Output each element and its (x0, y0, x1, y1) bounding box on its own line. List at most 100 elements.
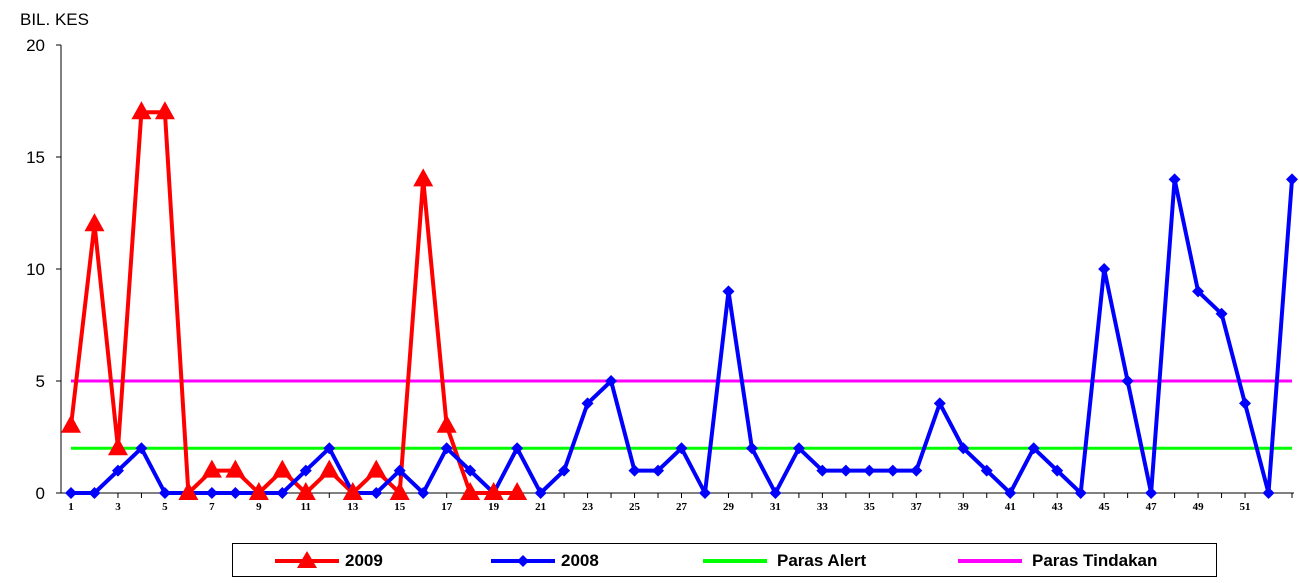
x-tick-label: 25 (629, 501, 641, 513)
x-tick-label: 21 (535, 501, 546, 513)
point-2008 (652, 464, 665, 477)
y-tick-label: 20 (26, 36, 45, 55)
y-tick-label: 0 (36, 484, 45, 503)
point-2009 (436, 414, 457, 433)
point-2009 (342, 482, 363, 500)
point-2008 (511, 442, 524, 455)
legend-label-2008: 2008 (561, 551, 599, 570)
x-tick-label: 43 (1052, 501, 1064, 513)
x-tick-label: 47 (1146, 501, 1158, 513)
point-2008 (957, 442, 970, 455)
legend-label-paras-alert: Paras Alert (777, 551, 867, 570)
point-2008 (1168, 173, 1181, 186)
x-tick-label: 17 (441, 501, 453, 513)
x-tick-label: 19 (488, 501, 500, 513)
x-tick-label: 11 (301, 501, 311, 513)
x-tick-label: 5 (162, 501, 168, 513)
point-2008 (816, 464, 829, 477)
point-2008 (769, 487, 782, 499)
point-2008 (534, 487, 547, 499)
point-2008 (440, 442, 453, 455)
point-2009 (61, 414, 81, 433)
x-tick-label: 37 (911, 501, 923, 513)
point-2008 (88, 487, 101, 499)
point-2008 (581, 397, 594, 410)
x-tick-label: 7 (209, 501, 215, 513)
y-tick-label: 15 (26, 148, 45, 167)
point-2008 (839, 464, 852, 477)
series-line-2009 (69, 110, 518, 495)
x-tick-label: 3 (115, 501, 121, 513)
legend-swatch-paras-tindakan (958, 559, 1022, 563)
x-tick-label: 51 (1240, 501, 1251, 513)
point-2008 (910, 464, 923, 477)
reference-lines (71, 379, 1292, 450)
point-2009 (154, 101, 175, 120)
point-2009 (507, 482, 528, 500)
point-2009 (248, 482, 269, 500)
point-2008 (1192, 285, 1205, 298)
point-2009 (131, 101, 152, 120)
point-2009 (319, 459, 340, 478)
point-2008 (745, 442, 758, 455)
point-2008 (1027, 442, 1040, 455)
point-2008 (205, 487, 218, 499)
x-tick-label: 15 (394, 501, 406, 513)
y-axis-label: BIL. KES (20, 10, 89, 29)
point-2009 (389, 482, 410, 500)
point-2008 (933, 397, 946, 410)
point-2008 (1239, 397, 1252, 410)
point-2009 (413, 168, 434, 187)
point-2008 (417, 487, 430, 499)
x-tick-label: 27 (676, 501, 688, 513)
legend-swatch-2008 (491, 555, 555, 567)
point-2008 (698, 487, 711, 499)
x-tick-label: 31 (770, 501, 781, 513)
series-lines (69, 110, 1294, 495)
point-2009 (483, 482, 504, 500)
point-2009 (107, 437, 128, 456)
point-2008 (722, 285, 735, 298)
x-tick-label: 1 (68, 501, 74, 513)
x-tick-label: 33 (817, 501, 829, 513)
point-2009 (178, 482, 199, 500)
y-tick-label: 5 (36, 372, 45, 391)
point-2008 (323, 442, 336, 455)
series-markers (61, 101, 1298, 500)
point-2008 (158, 487, 171, 499)
x-tick-label: 41 (1005, 501, 1016, 513)
point-2008 (1262, 487, 1275, 499)
point-2008 (299, 464, 312, 477)
point-2009 (366, 459, 387, 478)
point-2009 (295, 482, 316, 500)
point-2008 (111, 464, 124, 477)
x-tick-label: 39 (958, 501, 970, 513)
point-2008 (393, 464, 406, 477)
point-2008 (886, 464, 899, 477)
legend-swatch-2009 (275, 551, 339, 568)
point-2008 (65, 487, 77, 499)
x-tick-label: 49 (1193, 501, 1205, 513)
point-2008 (229, 487, 242, 499)
point-2009 (225, 459, 246, 478)
point-2008 (628, 464, 641, 477)
point-2008 (1145, 487, 1158, 499)
point-2008 (1051, 464, 1064, 477)
point-2008 (276, 487, 289, 499)
point-2008 (675, 442, 688, 455)
point-2009 (84, 213, 105, 232)
chart-axes (56, 44, 1294, 498)
chart-legend: 2009 2008 Paras Alert Paras Tindakan (232, 543, 1217, 577)
point-2008 (135, 442, 148, 455)
point-2008 (1121, 375, 1134, 387)
x-tick-label: 29 (723, 501, 735, 513)
point-2008 (370, 487, 383, 499)
point-2008 (1286, 173, 1298, 186)
point-2008 (1004, 487, 1017, 499)
point-2009 (272, 459, 293, 478)
point-2008 (605, 375, 618, 387)
point-2008 (980, 464, 993, 477)
point-2008 (863, 464, 876, 477)
